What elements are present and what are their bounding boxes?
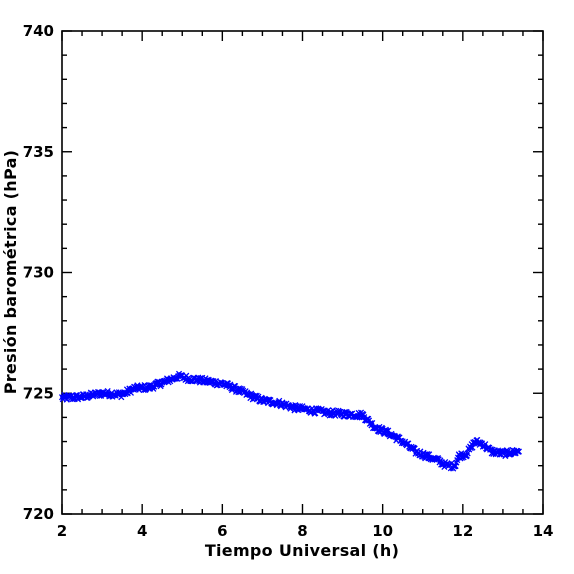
data-point	[469, 444, 476, 451]
data-point	[515, 448, 523, 455]
y-tick-label: 725	[23, 384, 54, 402]
y-tick-label: 720	[23, 505, 54, 523]
data-points	[58, 370, 523, 472]
data-point	[464, 450, 471, 457]
plot-frame	[61, 30, 544, 515]
x-tick-label: 14	[533, 522, 554, 540]
x-axis-title: Tiempo Universal (h)	[205, 541, 399, 560]
x-tick-labels: 2 4 6 8 10 12 14	[57, 522, 554, 540]
axis-ticks	[61, 30, 544, 515]
y-tick-label: 730	[23, 264, 54, 282]
data-point	[369, 419, 376, 427]
data-point	[502, 452, 509, 460]
x-tick-label: 6	[217, 522, 227, 540]
x-tick-label: 2	[57, 522, 67, 540]
data-point	[232, 382, 239, 390]
y-tick-label: 740	[23, 22, 54, 40]
data-point	[157, 383, 164, 390]
x-tick-label: 8	[297, 522, 307, 540]
y-axis-title: Presión barométrica (hPa)	[1, 150, 20, 395]
y-tick-labels: 720 725 730 735 740	[23, 22, 54, 523]
y-tick-label: 735	[23, 143, 54, 161]
x-tick-label: 12	[452, 522, 473, 540]
x-tick-label: 4	[137, 522, 147, 540]
x-tick-label: 10	[372, 522, 393, 540]
